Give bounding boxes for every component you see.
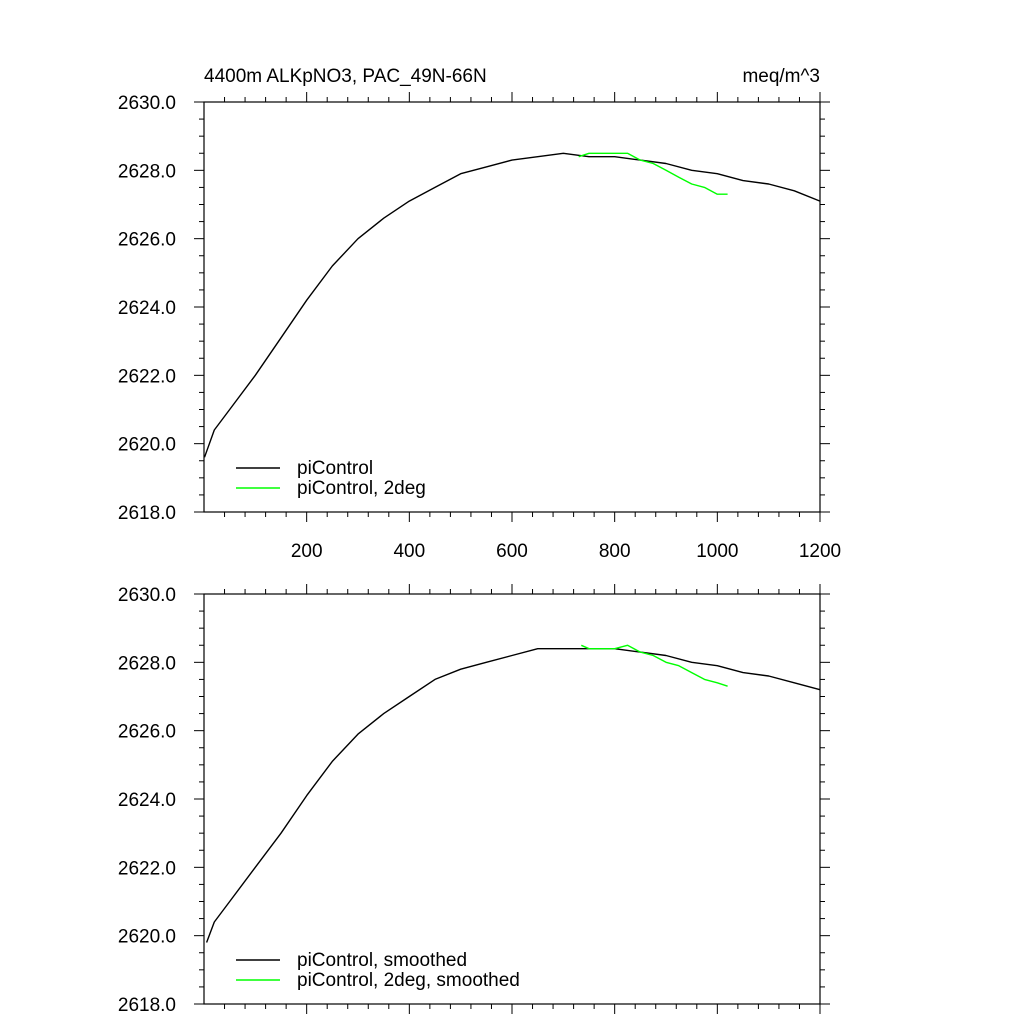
y-tick-label: 2622.0 [118, 366, 176, 387]
chart-units: meq/m^3 [742, 66, 820, 87]
y-tick-label: 2628.0 [118, 653, 176, 674]
y-tick-label: 2626.0 [118, 230, 176, 251]
legend-label: piControl, 2deg [297, 478, 426, 499]
x-tick-label: 800 [599, 541, 631, 562]
y-tick-label: 2620.0 [118, 927, 176, 948]
series-line-1 [205, 648, 821, 943]
series-line-2 [581, 644, 728, 687]
y-tick-label: 2618.0 [118, 503, 176, 524]
y-tick-label: 2622.0 [118, 858, 176, 879]
y-tick-label: 2630.0 [118, 93, 176, 114]
x-tick-label: 1000 [696, 541, 738, 562]
x-tick-label: 1200 [799, 541, 841, 562]
series-line-2 [578, 152, 728, 195]
legend-label: piControl, smoothed [297, 950, 467, 971]
legend-label: piControl [297, 458, 373, 479]
y-tick-label: 2628.0 [118, 161, 176, 182]
top-panel: 2618.0 2620.0 2622.0 2624.0 2626.0 2628.0 2630… [118, 92, 841, 562]
bottom-panel: 2618.0 2620.0 2622.0 2624.0 2626.0 2628.0 2630… [118, 584, 830, 1016]
chart-title: 4400m ALKpNO3, PAC_49N-66N [204, 66, 487, 87]
x-tick-label: 400 [393, 541, 425, 562]
y-tick-label: 2624.0 [118, 298, 176, 319]
plot-frame [203, 101, 821, 513]
y-tick-label: 2630.0 [118, 585, 176, 606]
y-tick-label: 2618.0 [118, 995, 176, 1016]
x-tick-label: 200 [291, 541, 323, 562]
legend-label: piControl, 2deg, smoothed [297, 970, 520, 991]
series-line-1 [203, 152, 821, 458]
y-tick-label: 2624.0 [118, 790, 176, 811]
y-tick-label: 2626.0 [118, 722, 176, 743]
x-tick-label: 600 [496, 541, 528, 562]
y-tick-label: 2620.0 [118, 435, 176, 456]
